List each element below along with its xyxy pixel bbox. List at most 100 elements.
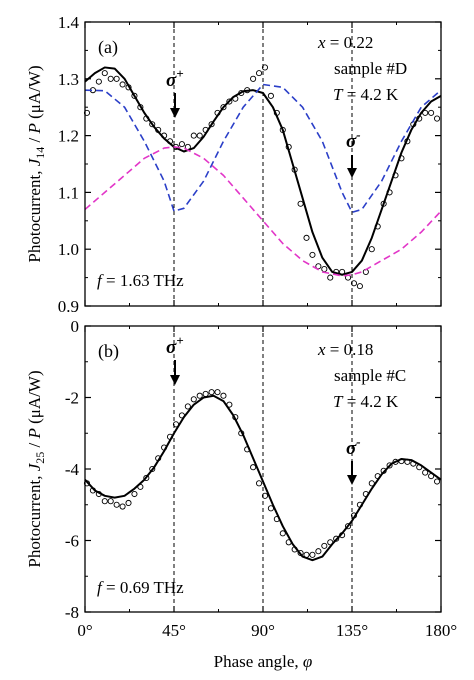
svg-text:σ+: σ+ — [166, 66, 184, 91]
panel-b-label: (b) — [98, 341, 119, 362]
panel-a-data-point — [250, 75, 257, 82]
panel-b-ytick-label: -6 — [65, 532, 79, 551]
panel-a-y-axis-title-p: P — [25, 123, 44, 134]
panel-b-x-value: = 0.18 — [326, 340, 374, 359]
panel-a-ytick-label: 1.1 — [58, 183, 79, 202]
panel-a-series-2-line — [84, 146, 442, 277]
panel-a-arrow-sigma-minus-sup: - — [356, 127, 360, 142]
panel-b-t-var: T — [333, 392, 344, 411]
svg-text:x = 0.18: x = 0.18 — [317, 340, 373, 359]
panel-a-data-point — [208, 121, 215, 128]
panel-a-sample: sample #D — [334, 59, 407, 78]
panel-a-data-point — [220, 104, 227, 111]
panel-a-data-point — [303, 234, 310, 241]
panel-b-arrow-sigma-minus-sup: - — [356, 434, 360, 449]
panel-b-y-axis-title-unit: (μA/W) — [25, 370, 44, 428]
panel-b-y-axis-title-p: P — [25, 428, 44, 439]
panel-a-ytick-label: 1.2 — [58, 127, 79, 146]
panel-b-freq-var: f — [97, 578, 104, 597]
panel-b-arrow-sigma-plus-head — [170, 375, 180, 385]
panel-b-xtick-label: 180° — [425, 621, 457, 640]
panel-b-data-point — [214, 389, 221, 396]
panel-a: 0.9 1.0 1.1 1.2 1.3 1.4 (a) x = 0.22 sample #… — [58, 13, 442, 316]
panel-b-data-point — [279, 530, 286, 537]
panel-a-x-var: x — [317, 33, 326, 52]
panel-a-data-point — [309, 251, 316, 258]
panel-b-data-point — [309, 551, 316, 558]
panel-a-arrow-sigma-plus-head — [170, 108, 180, 118]
panel-b-data-point — [184, 403, 191, 410]
panel-b-y-axis-title-main: Photocurrent, — [25, 471, 44, 567]
svg-text:σ+: σ+ — [166, 333, 184, 358]
panel-b-frame — [84, 325, 442, 613]
panel-a-ytick-label: 1.3 — [58, 70, 79, 89]
x-axis-title-main: Phase angle, — [214, 652, 303, 671]
panel-b-y-axis-title-sub: 25 — [33, 452, 47, 464]
panel-b-data-point — [208, 389, 215, 396]
panel-b-data-point — [333, 535, 340, 542]
panel-a-data-point — [190, 132, 197, 139]
panel-b-data-point — [202, 390, 209, 397]
panel-b-data-point — [261, 492, 269, 499]
panel-b-xtick-label: 45° — [162, 621, 186, 640]
svg-text:σ-: σ- — [346, 127, 361, 152]
panel-b-y-axis-title-j: J — [25, 462, 44, 471]
panel-a-ytick-label: 1.4 — [58, 13, 80, 32]
panel-b-info: x = 0.18 sample #C T = 4.2 K — [317, 340, 406, 411]
panel-b-data-point — [321, 542, 328, 549]
panel-b-y-axis-title-sep: / — [25, 439, 44, 452]
panel-b-data-point — [190, 396, 197, 403]
panel-a-arrow-sigma-plus-label: σ — [166, 70, 177, 91]
panel-a-y-axis-title-sep: / — [25, 134, 44, 147]
panel-b-data-point — [250, 464, 257, 471]
panel-a-ytick-label: 0.9 — [58, 297, 79, 316]
panel-b-data-point — [255, 480, 263, 487]
svg-text:x = 0.22: x = 0.22 — [317, 33, 373, 52]
panel-a-ytick-label: 1.0 — [58, 240, 79, 259]
panel-b-arrow-sigma-minus-head — [347, 475, 357, 485]
panel-a-data-point — [321, 266, 328, 273]
panel-a-arrow-sigma-minus-head — [347, 168, 357, 178]
panel-a-data-point — [178, 141, 185, 148]
svg-text:σ-: σ- — [346, 434, 361, 459]
panel-b-data-point — [149, 465, 156, 473]
panel-b-arrow-sigma-minus: σ- — [346, 434, 361, 485]
panel-a-y-axis-title-sub: 14 — [33, 147, 47, 159]
panel-b-xtick-label: 135° — [336, 621, 368, 640]
panel-b-data-point — [143, 474, 150, 481]
panel-b-xtick-label: 90° — [251, 621, 275, 640]
panel-a-freq-value: = 1.63 THz — [102, 271, 184, 290]
panel-a-y-axis-title-main: Photocurrent, — [25, 166, 44, 262]
panel-b-data-point — [392, 458, 399, 465]
panel-a-data-point — [428, 109, 435, 116]
x-axis-title: Phase angle, φ — [214, 652, 313, 671]
panel-b-ytick-label: -2 — [65, 389, 79, 408]
panel-b-data-point — [113, 501, 120, 508]
panel-a-data-point — [101, 70, 108, 77]
panel-a-t-value: = 4.2 K — [342, 85, 399, 104]
panel-b: -8 -6 -4 -2 0 0° 45° 90° 135° 180° (b) x = 0.18 s… — [65, 317, 457, 640]
panel-b-t-value: = 4.2 K — [342, 392, 399, 411]
panel-b-y-axis-title: Photocurrent, J25 / P (μA/W) — [25, 370, 47, 567]
panel-b-data-point — [315, 548, 322, 555]
panel-a-label: (a) — [98, 37, 118, 58]
panel-a-data-point — [267, 92, 274, 99]
svg-text:f = 1.63 THz: f = 1.63 THz — [97, 271, 184, 290]
panel-a-y-axis-title-j: J — [25, 157, 44, 166]
panel-a-data-point — [327, 274, 334, 281]
x-axis-title-var: φ — [303, 652, 312, 671]
panel-b-data-point — [196, 392, 203, 399]
panel-b-sample: sample #C — [334, 366, 406, 385]
panel-a-data-point — [119, 81, 126, 88]
panel-b-x-var: x — [317, 340, 326, 359]
panel-a-y-axis-title-unit: (μA/W) — [25, 65, 44, 123]
panel-a-data-point — [261, 64, 269, 71]
panel-b-data-point — [101, 498, 108, 505]
panel-a-y-axis-title: Photocurrent, J14 / P (μA/W) — [25, 65, 47, 262]
panel-b-ytick-label: 0 — [71, 317, 80, 336]
panel-a-data-point — [107, 75, 114, 82]
panel-a-arrow-sigma-minus: σ- — [346, 127, 361, 178]
panel-a-x-value: = 0.22 — [326, 33, 374, 52]
panel-a-data-point — [95, 78, 102, 85]
